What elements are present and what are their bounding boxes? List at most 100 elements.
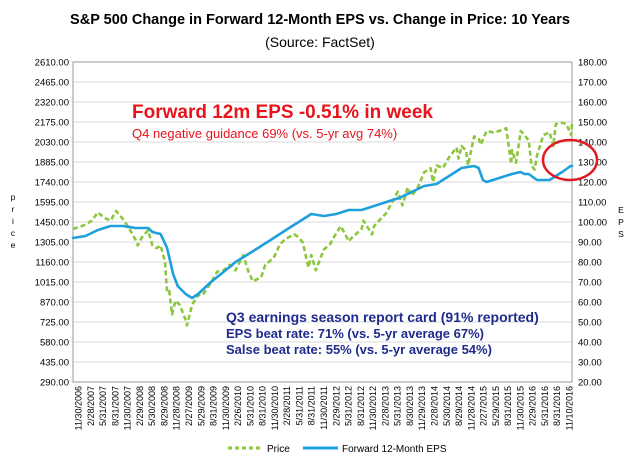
x-tick-label: 11/28/2008	[172, 386, 182, 430]
y-left-tick-label: 1595.00	[35, 198, 69, 209]
x-tick-label: 11/30/2011	[319, 386, 329, 430]
y-right-tick-label: 170.00	[578, 78, 607, 89]
y-left-tick-label: 1160.00	[35, 258, 69, 269]
y-right-tick-label: 40.00	[578, 338, 602, 349]
x-tick-label: 8/29/2008	[159, 386, 169, 426]
y-left-tick-label: 1740.00	[35, 178, 69, 189]
x-tick-label: 8/29/2014	[454, 386, 464, 426]
x-tick-label: 8/31/2012	[356, 386, 366, 426]
x-tick-label: 11/30/2012	[368, 386, 378, 430]
annotation-eps-beat-rate: EPS beat rate: 71% (vs. 5-yr average 67%…	[226, 326, 484, 341]
y-right-tick-label: 100.00	[578, 218, 607, 229]
axis-label-letter: p	[11, 192, 16, 202]
y-left-tick-label: 1305.00	[35, 238, 69, 249]
y-left-tick-label: 2320.00	[35, 98, 69, 109]
y-right-tick-label: 140.00	[578, 138, 607, 149]
y-right-tick-label: 60.00	[578, 298, 602, 309]
x-tick-label: 11/29/2013	[417, 386, 427, 430]
axis-label-letter: c	[11, 228, 16, 238]
x-tick-label: 5/31/2016	[540, 386, 550, 426]
series-layer	[71, 121, 574, 327]
x-tick-label: 2/28/2007	[86, 386, 96, 426]
x-tick-label: 11/30/2006	[74, 386, 84, 430]
x-tick-label: 2/29/2008	[135, 386, 145, 426]
x-tick-label: 8/31/2007	[110, 386, 120, 426]
y-left-tick-label: 2175.00	[35, 118, 69, 129]
axis-label-letter: r	[12, 204, 15, 214]
x-tick-label: 5/31/2010	[245, 386, 255, 426]
y-left-tick-label: 1450.00	[35, 218, 69, 229]
axis-label-letter: i	[12, 216, 14, 226]
axis-label-letter: E	[618, 205, 624, 215]
x-tick-label: 2/29/2012	[331, 386, 341, 426]
forward-eps-series-line	[71, 164, 574, 300]
x-tick-label: 11/10/2016	[565, 386, 575, 430]
y-right-tick-label: 110.00	[578, 198, 606, 209]
chart-title: S&P 500 Change in Forward 12-Month EPS v…	[70, 12, 570, 28]
x-tick-labels: 11/30/2006 2/28/2007 5/31/2007 8/31/2007 11/…	[74, 386, 575, 430]
x-tick-label: 8/31/2010	[258, 386, 268, 426]
y-right-tick-label: 80.00	[578, 258, 602, 269]
x-tick-label: 5/29/2009	[196, 386, 206, 426]
y-right-tick-label: 160.00	[578, 98, 607, 109]
y-right-tick-label: 180.00	[578, 58, 607, 69]
x-tick-label: 2/26/2010	[233, 386, 243, 426]
axis-label-letter: S	[618, 229, 624, 239]
x-tick-label: 8/30/2013	[405, 386, 415, 426]
x-tick-label: 5/29/2015	[491, 386, 501, 426]
chart-subtitle: (Source: FactSet)	[265, 34, 375, 50]
y-left-tick-label: 870.00	[40, 298, 69, 309]
x-tick-label: 5/31/2013	[393, 386, 403, 426]
x-tick-label: 11/30/2009	[221, 386, 231, 430]
y-right-axis-label: EPS	[618, 205, 624, 239]
x-tick-label: 11/30/2015	[515, 386, 525, 430]
y-left-tick-label: 435.00	[40, 358, 69, 369]
x-tick-label: 2/28/2011	[282, 386, 292, 425]
x-tick-label: 2/28/2014	[429, 386, 439, 426]
axis-label-letter: P	[618, 217, 624, 227]
y-right-tick-label: 20.00	[578, 378, 602, 389]
x-tick-label: 5/31/2011	[294, 386, 304, 425]
y-left-tick-label: 2610.00	[35, 58, 69, 69]
axis-label-letter: e	[11, 240, 16, 250]
y-right-tick-label: 50.00	[578, 318, 602, 329]
annotation-sales-beat-rate: Salse beat rate: 55% (vs. 5-yr average 5…	[226, 342, 492, 357]
y-right-tick-labels: 20.00 30.00 40.00 50.00 60.00 70.00 80.00 90.00…	[578, 58, 607, 389]
y-left-tick-label: 1015.00	[35, 278, 69, 289]
x-tick-label: 5/31/2012	[344, 386, 354, 426]
y-left-tick-labels: 290.00 435.00 580.00 725.00 870.00 1015.00 116…	[35, 58, 69, 389]
x-tick-label: 2/27/2015	[479, 386, 489, 426]
annotation-negative-guidance: Q4 negative guidance 69% (vs. 5-yr avg 7…	[132, 126, 397, 141]
x-tick-label: 11/30/2010	[270, 386, 280, 430]
legend-eps-label: Forward 12-Month EPS	[342, 444, 447, 455]
y-right-tick-label: 120.00	[578, 178, 607, 189]
x-tick-label: 11/30/2007	[123, 386, 133, 430]
x-tick-label: 5/30/2014	[442, 386, 452, 426]
x-tick-label: 2/29/2016	[528, 386, 538, 426]
highlight-circle	[541, 138, 599, 182]
x-tick-label: 5/30/2008	[147, 386, 157, 426]
price-series-line	[72, 121, 574, 327]
y-left-tick-label: 2465.00	[35, 78, 69, 89]
y-right-tick-label: 70.00	[578, 278, 602, 289]
annotation-report-card: Q3 earnings season report card (91% repo…	[226, 309, 539, 325]
y-left-tick-label: 725.00	[40, 318, 69, 329]
x-tick-label: 2/28/2013	[380, 386, 390, 426]
x-tick-label: 8/31/2016	[552, 386, 562, 426]
x-tick-label: 5/31/2007	[98, 386, 108, 426]
x-tick-label: 11/28/2014	[466, 386, 476, 430]
y-right-tick-label: 150.00	[578, 118, 607, 129]
y-right-tick-label: 130.00	[578, 158, 607, 169]
x-tick-label: 8/31/2015	[503, 386, 513, 426]
y-left-tick-label: 290.00	[40, 378, 69, 389]
y-left-tick-label: 2030.00	[35, 138, 69, 149]
legend-price-label: Price	[267, 444, 290, 455]
y-right-tick-label: 90.00	[578, 238, 602, 249]
y-left-tick-label: 1885.00	[35, 158, 69, 169]
y-left-tick-label: 580.00	[40, 338, 69, 349]
legend: Price Forward 12-Month EPS	[228, 444, 447, 455]
x-tick-label: 8/31/2011	[307, 386, 317, 425]
